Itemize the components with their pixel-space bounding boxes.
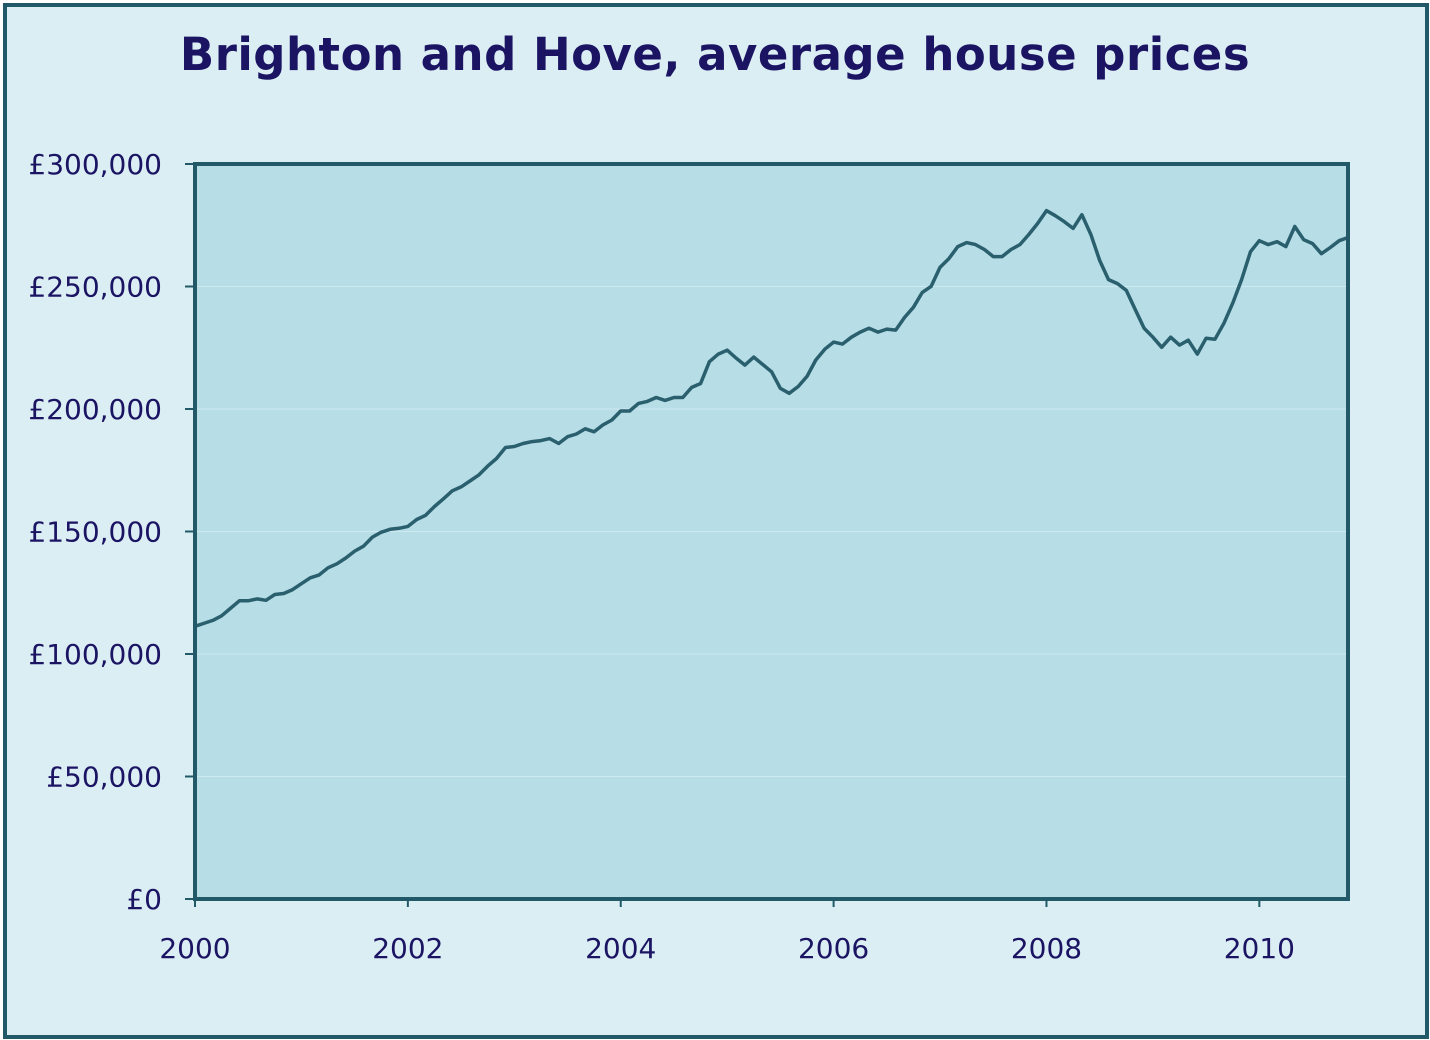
price-line	[193, 208, 1350, 629]
chart-title: Brighton and Hove, average house prices	[179, 28, 1251, 81]
x-tick-label: 2002	[372, 932, 443, 965]
y-tick-label: £200,000	[28, 393, 162, 426]
x-tick-label: 2008	[1011, 932, 1082, 965]
x-tick-label: 2006	[798, 932, 869, 965]
y-tick-label: £100,000	[28, 638, 162, 671]
x-axis: 2000 2002 2004 2006 2008 2010	[159, 899, 1295, 965]
y-tick-label: £150,000	[28, 516, 162, 549]
x-tick-label: 2000	[159, 932, 230, 965]
y-tick-label: £300,000	[28, 148, 162, 181]
x-tick-label: 2004	[585, 932, 656, 965]
y-tick-label: £250,000	[28, 271, 162, 304]
series-group	[193, 208, 1350, 629]
y-tick-label: £0	[126, 883, 162, 916]
y-axis: £0 £50,000 £100,000 £150,000 £200,000 £250,00…	[28, 148, 195, 916]
x-tick-label: 2010	[1224, 932, 1295, 965]
y-tick-label: £50,000	[46, 761, 162, 794]
